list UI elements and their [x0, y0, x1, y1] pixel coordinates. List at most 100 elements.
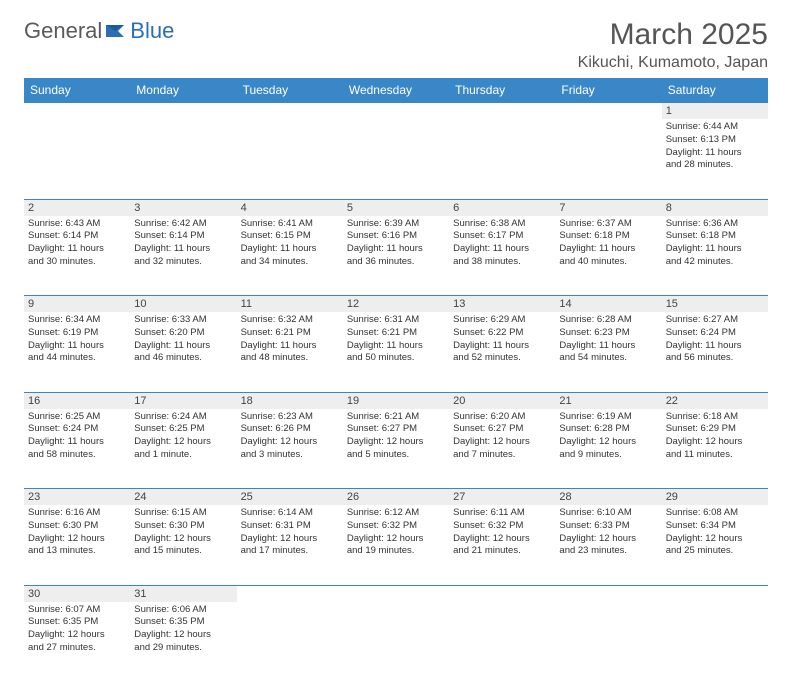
day-number: 4: [241, 202, 247, 214]
day-sr: Sunrise: 6:06 AM: [134, 604, 232, 617]
day-sr: Sunrise: 6:14 AM: [241, 507, 339, 520]
day-ss: Sunset: 6:32 PM: [453, 520, 551, 533]
day-sr: Sunrise: 6:31 AM: [347, 314, 445, 327]
day-number-cell: 25: [237, 489, 343, 506]
day-ss: Sunset: 6:35 PM: [28, 616, 126, 629]
day-number: 22: [666, 395, 678, 407]
day-number-cell: 16: [24, 392, 130, 409]
day-detail-cell: Sunrise: 6:18 AMSunset: 6:29 PMDaylight:…: [662, 409, 768, 489]
day-number-cell: 28: [555, 489, 661, 506]
day-sr: Sunrise: 6:08 AM: [666, 507, 764, 520]
day-dl1: Daylight: 11 hours: [666, 147, 764, 160]
day-detail-cell: Sunrise: 6:07 AMSunset: 6:35 PMDaylight:…: [24, 602, 130, 682]
day-dl2: and 28 minutes.: [666, 159, 764, 172]
day-ss: Sunset: 6:20 PM: [134, 327, 232, 340]
day-sr: Sunrise: 6:32 AM: [241, 314, 339, 327]
day-dl1: Daylight: 12 hours: [559, 533, 657, 546]
day-number-cell: 8: [662, 199, 768, 216]
day-number: 5: [347, 202, 353, 214]
day-number: 31: [134, 588, 146, 600]
day-number-cell: 7: [555, 199, 661, 216]
day-sr: Sunrise: 6:39 AM: [347, 218, 445, 231]
day-dl2: and 1 minute.: [134, 449, 232, 462]
day-detail-cell: Sunrise: 6:19 AMSunset: 6:28 PMDaylight:…: [555, 409, 661, 489]
day-dl1: Daylight: 12 hours: [28, 629, 126, 642]
day-number-cell: 10: [130, 296, 236, 313]
day-detail-cell: [237, 602, 343, 682]
day-dl1: Daylight: 12 hours: [559, 436, 657, 449]
day-sr: Sunrise: 6:36 AM: [666, 218, 764, 231]
day-detail-cell: [662, 602, 768, 682]
day-number: 24: [134, 491, 146, 503]
day-detail-cell: Sunrise: 6:42 AMSunset: 6:14 PMDaylight:…: [130, 216, 236, 296]
day-ss: Sunset: 6:18 PM: [559, 230, 657, 243]
day-dl2: and 7 minutes.: [453, 449, 551, 462]
day-dl1: Daylight: 11 hours: [453, 340, 551, 353]
day-sr: Sunrise: 6:21 AM: [347, 411, 445, 424]
day-detail-cell: Sunrise: 6:06 AMSunset: 6:35 PMDaylight:…: [130, 602, 236, 682]
day-dl2: and 17 minutes.: [241, 545, 339, 558]
day-dl2: and 5 minutes.: [347, 449, 445, 462]
day-detail-cell: [555, 119, 661, 199]
day-ss: Sunset: 6:21 PM: [347, 327, 445, 340]
day-dl1: Daylight: 11 hours: [453, 243, 551, 256]
day-number: 25: [241, 491, 253, 503]
day-ss: Sunset: 6:26 PM: [241, 423, 339, 436]
day-dl2: and 9 minutes.: [559, 449, 657, 462]
day-detail-cell: Sunrise: 6:32 AMSunset: 6:21 PMDaylight:…: [237, 312, 343, 392]
day-ss: Sunset: 6:27 PM: [453, 423, 551, 436]
day-dl2: and 25 minutes.: [666, 545, 764, 558]
day-number-cell: [555, 585, 661, 602]
day-sr: Sunrise: 6:25 AM: [28, 411, 126, 424]
day-detail-cell: [449, 602, 555, 682]
day-dl1: Daylight: 11 hours: [241, 340, 339, 353]
flag-icon: [106, 23, 128, 39]
day-ss: Sunset: 6:14 PM: [28, 230, 126, 243]
day-number-cell: 23: [24, 489, 130, 506]
weekday-header: Wednesday: [343, 78, 449, 103]
day-number-cell: 30: [24, 585, 130, 602]
day-detail-cell: [343, 119, 449, 199]
day-dl1: Daylight: 12 hours: [28, 533, 126, 546]
day-ss: Sunset: 6:28 PM: [559, 423, 657, 436]
calendar-table: Sunday Monday Tuesday Wednesday Thursday…: [24, 78, 768, 682]
day-sr: Sunrise: 6:11 AM: [453, 507, 551, 520]
day-number: 21: [559, 395, 571, 407]
day-detail-cell: Sunrise: 6:10 AMSunset: 6:33 PMDaylight:…: [555, 505, 661, 585]
day-dl2: and 27 minutes.: [28, 642, 126, 655]
day-dl2: and 58 minutes.: [28, 449, 126, 462]
day-number-cell: 22: [662, 392, 768, 409]
day-number-cell: 14: [555, 296, 661, 313]
weekday-header: Tuesday: [237, 78, 343, 103]
day-number: 9: [28, 298, 34, 310]
day-number: 19: [347, 395, 359, 407]
day-ss: Sunset: 6:35 PM: [134, 616, 232, 629]
day-number: 10: [134, 298, 146, 310]
day-detail-row: Sunrise: 6:34 AMSunset: 6:19 PMDaylight:…: [24, 312, 768, 392]
day-detail-row: Sunrise: 6:25 AMSunset: 6:24 PMDaylight:…: [24, 409, 768, 489]
day-detail-cell: Sunrise: 6:11 AMSunset: 6:32 PMDaylight:…: [449, 505, 555, 585]
day-number-cell: 5: [343, 199, 449, 216]
day-detail-cell: [555, 602, 661, 682]
weekday-header-row: Sunday Monday Tuesday Wednesday Thursday…: [24, 78, 768, 103]
day-number-cell: 26: [343, 489, 449, 506]
day-detail-cell: Sunrise: 6:44 AMSunset: 6:13 PMDaylight:…: [662, 119, 768, 199]
day-detail-row: Sunrise: 6:43 AMSunset: 6:14 PMDaylight:…: [24, 216, 768, 296]
day-number-cell: 12: [343, 296, 449, 313]
day-number: 27: [453, 491, 465, 503]
day-number: 16: [28, 395, 40, 407]
day-number: 2: [28, 202, 34, 214]
day-dl1: Daylight: 12 hours: [666, 533, 764, 546]
day-sr: Sunrise: 6:29 AM: [453, 314, 551, 327]
day-dl1: Daylight: 11 hours: [28, 340, 126, 353]
day-number: 3: [134, 202, 140, 214]
day-detail-cell: Sunrise: 6:12 AMSunset: 6:32 PMDaylight:…: [343, 505, 449, 585]
day-number: 12: [347, 298, 359, 310]
day-detail-cell: Sunrise: 6:25 AMSunset: 6:24 PMDaylight:…: [24, 409, 130, 489]
day-dl1: Daylight: 11 hours: [666, 340, 764, 353]
day-ss: Sunset: 6:16 PM: [347, 230, 445, 243]
day-number-cell: [343, 585, 449, 602]
day-sr: Sunrise: 6:15 AM: [134, 507, 232, 520]
day-number-cell: 21: [555, 392, 661, 409]
day-detail-cell: [343, 602, 449, 682]
